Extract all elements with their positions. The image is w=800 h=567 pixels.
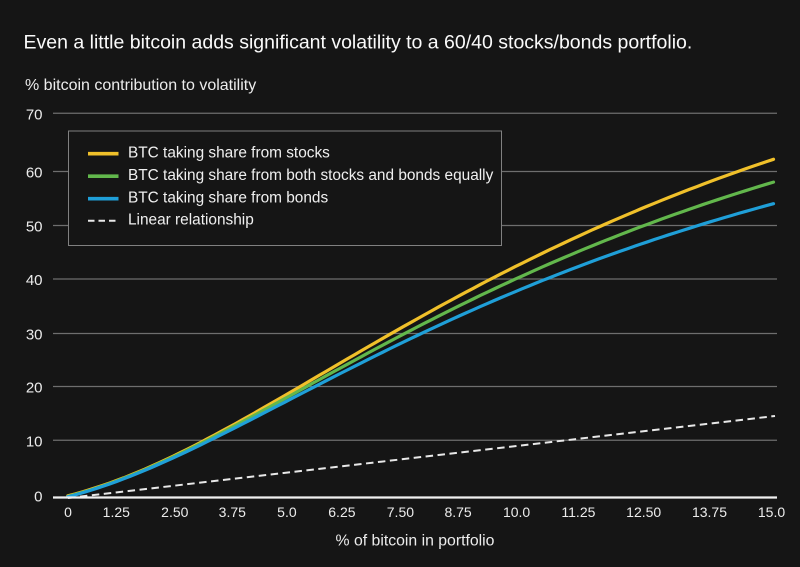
svg-text:% of bitcoin in portfolio: % of bitcoin in portfolio xyxy=(336,533,495,550)
svg-text:0: 0 xyxy=(34,489,42,506)
svg-text:BTC taking share from bonds: BTC taking share from bonds xyxy=(128,190,328,207)
svg-text:5.0: 5.0 xyxy=(277,504,297,520)
svg-text:BTC taking share from stocks: BTC taking share from stocks xyxy=(128,145,330,162)
svg-text:13.75: 13.75 xyxy=(692,504,727,520)
svg-text:30: 30 xyxy=(26,327,43,344)
svg-text:40: 40 xyxy=(26,272,43,289)
svg-text:70: 70 xyxy=(26,106,43,123)
svg-text:3.75: 3.75 xyxy=(219,504,246,520)
svg-text:10.0: 10.0 xyxy=(503,504,530,520)
svg-text:Linear relationship: Linear relationship xyxy=(128,212,254,229)
svg-text:15.0: 15.0 xyxy=(758,504,785,520)
svg-text:60: 60 xyxy=(26,165,43,182)
svg-text:12.50: 12.50 xyxy=(626,504,661,520)
svg-text:% bitcoin contribution to vola: % bitcoin contribution to volatility xyxy=(25,77,256,94)
svg-text:7.50: 7.50 xyxy=(387,504,414,520)
svg-text:11.25: 11.25 xyxy=(561,504,595,520)
svg-text:0: 0 xyxy=(64,504,72,520)
svg-text:6.25: 6.25 xyxy=(328,504,355,520)
svg-text:20: 20 xyxy=(26,380,43,397)
svg-text:10: 10 xyxy=(26,433,43,450)
svg-text:2.50: 2.50 xyxy=(161,504,188,520)
svg-text:50: 50 xyxy=(26,219,43,236)
svg-text:8.75: 8.75 xyxy=(444,504,471,520)
svg-text:BTC taking share from both sto: BTC taking share from both stocks and bo… xyxy=(128,167,494,184)
svg-text:1.25: 1.25 xyxy=(103,504,130,520)
svg-text:Even a little bitcoin adds sig: Even a little bitcoin adds significant v… xyxy=(24,32,693,54)
